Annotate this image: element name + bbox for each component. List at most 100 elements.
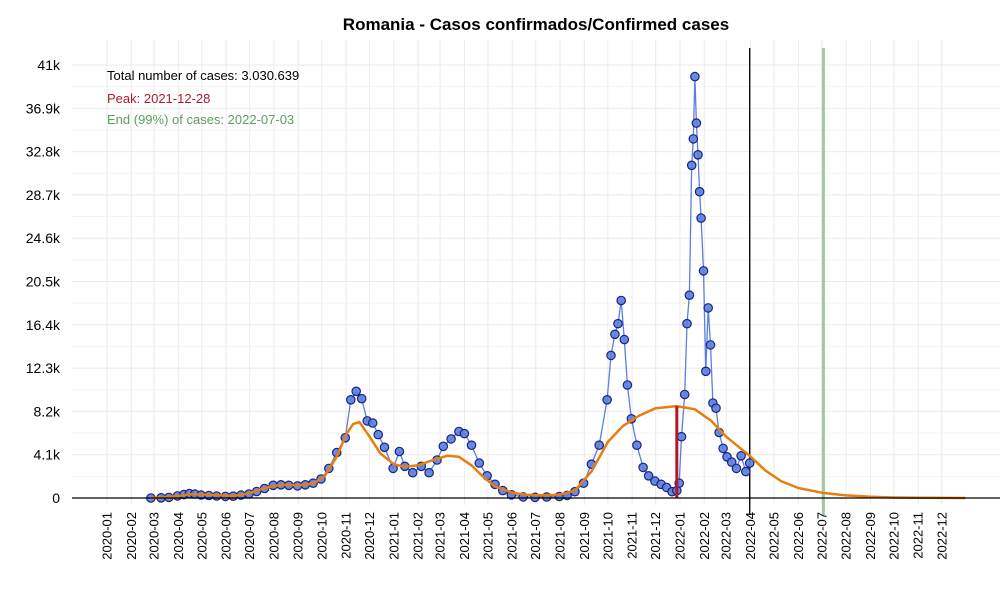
x-tick-label: 2021-03 (433, 512, 448, 560)
data-point (602, 394, 612, 405)
data-point (632, 440, 642, 450)
x-tick-label: 2021-10 (600, 512, 615, 560)
x-tick-label: 2022-01 (672, 512, 687, 560)
data-point (694, 186, 705, 197)
data-point (718, 443, 728, 454)
y-axis-ticks: 0 4.1k 8.2k 12.3k 16.4k 20.5k 24.6k 28.7k 32.8k 3… (26, 57, 61, 506)
data-point (438, 441, 449, 452)
data-point (622, 380, 633, 390)
x-tick-label: 2022-12 (934, 512, 949, 560)
data-point (696, 213, 706, 223)
x-tick-label: 2021-05 (480, 512, 495, 560)
data-point (619, 334, 630, 345)
data-point (610, 329, 620, 340)
x-tick-label: 2020-07 (242, 512, 257, 560)
x-tick-label: 2022-06 (791, 512, 806, 560)
y-tick-label: 8.2k (34, 403, 61, 419)
x-tick-label: 2021-09 (577, 512, 592, 560)
x-tick-label: 2021-11 (625, 512, 640, 559)
data-point (705, 340, 716, 350)
fitted-curve-path (150, 404, 966, 500)
annotation-end: End (99%) of cases: 2022-07-03 (107, 112, 294, 127)
data-point (616, 295, 626, 306)
data-point (367, 418, 378, 428)
data-point (684, 290, 695, 300)
x-axis-ticks: 2020-01 2020-02 2020-03 2020-04 2020-05 2020-… (100, 512, 950, 560)
grid (72, 40, 1000, 505)
y-tick-label: 4.1k (34, 447, 61, 463)
x-tick-label: 2021-01 (386, 512, 401, 560)
data-point (693, 150, 703, 160)
x-tick-label: 2022-05 (767, 512, 782, 560)
x-tick-label: 2020-06 (219, 512, 234, 560)
data-point (700, 366, 711, 377)
data-point (726, 457, 737, 467)
data-point (679, 389, 690, 400)
data-point (731, 463, 742, 474)
data-point (698, 266, 709, 276)
y-tick-label: 32.8k (26, 144, 61, 160)
data-point (740, 466, 751, 477)
data-point (474, 458, 485, 468)
x-tick-label: 2020-08 (266, 512, 281, 560)
y-tick-label: 41k (37, 57, 61, 73)
y-tick-label: 16.4k (26, 317, 61, 333)
x-tick-label: 2022-08 (839, 512, 854, 560)
data-point (643, 470, 654, 481)
x-tick-label: 2020-03 (147, 512, 162, 560)
x-tick-label: 2021-08 (553, 512, 568, 560)
x-tick-label: 2022-09 (863, 512, 878, 560)
x-tick-label: 2022-11 (911, 512, 926, 559)
x-tick-label: 2022-07 (814, 512, 829, 560)
x-tick-label: 2020-09 (291, 512, 306, 560)
data-point (379, 442, 390, 453)
data-point (613, 318, 623, 329)
data-point (691, 118, 702, 128)
x-tick-label: 2020-12 (362, 512, 377, 560)
x-tick-label: 2022-03 (719, 512, 734, 560)
data-point (407, 467, 418, 478)
y-tick-label: 12.3k (26, 360, 61, 376)
data-point (351, 386, 361, 397)
data-point (606, 350, 616, 361)
data-point (711, 403, 721, 413)
data-point (703, 303, 713, 313)
x-tick-label: 2022-02 (697, 512, 712, 560)
x-tick-label: 2020-10 (314, 512, 329, 560)
y-tick-label: 28.7k (26, 187, 61, 203)
x-tick-label: 2021-07 (528, 512, 543, 560)
data-point (424, 467, 434, 478)
data-point (459, 428, 470, 439)
y-tick-label: 36.9k (26, 100, 61, 116)
data-point (682, 318, 692, 329)
data-point (736, 450, 746, 461)
data-point (594, 440, 604, 450)
x-tick-label: 2021-02 (411, 512, 426, 560)
annotation-peak: Peak: 2021-12-28 (107, 91, 210, 106)
x-tick-label: 2020-05 (194, 512, 209, 560)
data-point (686, 160, 697, 171)
x-tick-label: 2020-02 (124, 512, 139, 560)
data-point (394, 446, 405, 457)
y-tick-label: 0 (52, 490, 60, 506)
x-tick-label: 2022-04 (743, 512, 758, 560)
fitted-curve (150, 404, 966, 500)
data-point (466, 440, 477, 450)
data-point (690, 71, 700, 82)
x-tick-label: 2020-11 (339, 512, 354, 559)
vertical-lines (749, 48, 825, 515)
data-point (676, 431, 687, 442)
data-point (446, 434, 456, 444)
chart-title: Romania - Casos confirmados/Confirmed ca… (343, 15, 729, 34)
annotation-total: Total number of cases: 3.030.639 (107, 68, 299, 83)
x-tick-label: 2021-04 (457, 512, 472, 560)
data-point (638, 462, 648, 473)
x-tick-label: 2020-01 (100, 512, 115, 560)
data-point (373, 429, 383, 440)
data-point (345, 394, 356, 405)
y-tick-label: 24.6k (26, 230, 61, 246)
x-tick-label: 2022-10 (886, 512, 901, 560)
data-point (744, 458, 755, 468)
